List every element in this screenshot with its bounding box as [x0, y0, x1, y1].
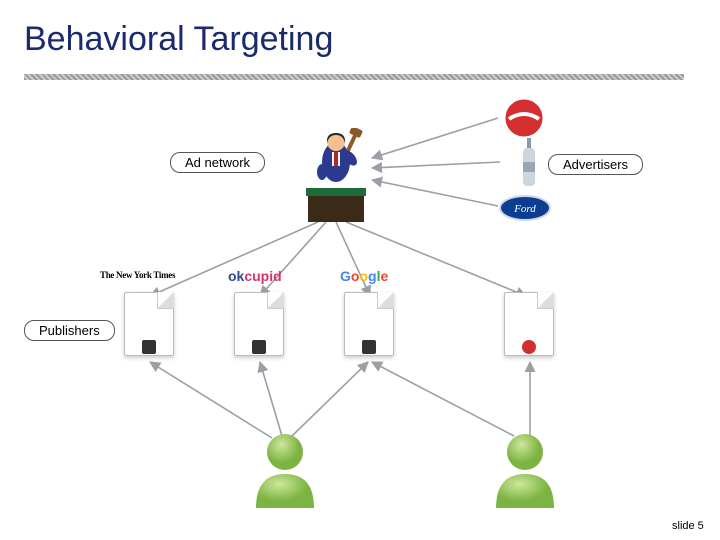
okcupid-logo: okcupid: [228, 268, 282, 284]
vodka-bottle-icon: [520, 138, 538, 193]
title-divider: [24, 74, 684, 80]
page-title: Behavioral Targeting: [24, 20, 333, 59]
doc-1-icon: [120, 288, 178, 360]
publishers-label: Publishers: [24, 320, 115, 341]
user-1-icon: [250, 430, 320, 510]
doc-4-icon: [500, 288, 558, 360]
ad-network-label: Ad network: [170, 152, 265, 173]
advertisers-label: Advertisers: [548, 154, 643, 175]
slide-number: slide 5: [672, 520, 704, 532]
slide: Behavioral Targeting Ad network Advertis…: [0, 0, 720, 540]
ford-oval-icon: Ford: [498, 194, 552, 227]
google-logo: Google: [340, 268, 388, 284]
doc-3-icon: [340, 288, 398, 360]
nyt-logo: The New York Times: [100, 270, 175, 280]
user-2-icon: [490, 430, 560, 510]
svg-text:Ford: Ford: [513, 203, 536, 215]
doc-2-icon: [230, 288, 288, 360]
auctioneer-icon: [300, 128, 372, 224]
